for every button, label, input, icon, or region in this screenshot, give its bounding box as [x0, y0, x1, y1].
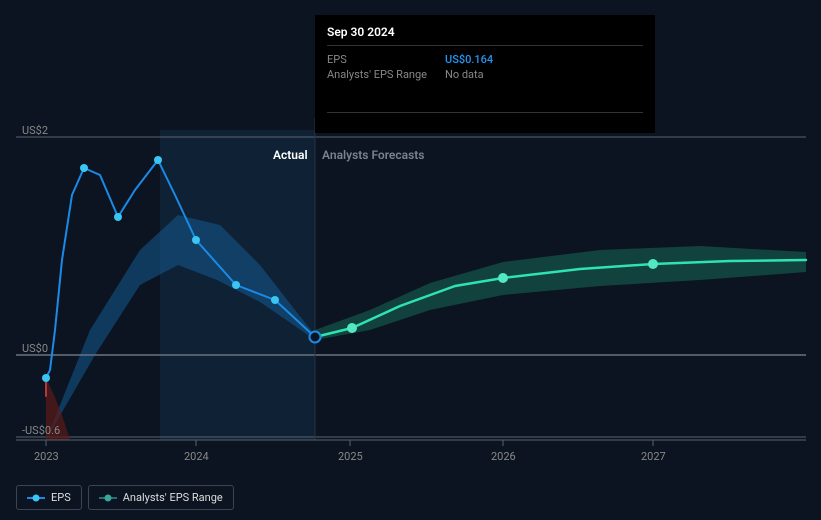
- x-tick-label: 2026: [491, 450, 516, 463]
- legend: EPS Analysts' EPS Range: [16, 485, 234, 510]
- legend-swatch-icon: [27, 493, 45, 503]
- legend-item-analysts-range[interactable]: Analysts' EPS Range: [88, 485, 234, 510]
- forecast-label: Analysts Forecasts: [322, 148, 424, 162]
- x-tick-label: 2024: [184, 450, 209, 463]
- tooltip-row-label: EPS: [327, 53, 445, 66]
- y-tick-label: -US$0.6: [22, 424, 60, 437]
- legend-item-eps[interactable]: EPS: [16, 485, 82, 510]
- x-tick-label: 2025: [338, 450, 363, 463]
- legend-swatch-icon: [99, 493, 117, 503]
- y-tick-label: US$2: [22, 124, 48, 137]
- tooltip: Sep 30 2024 EPS US$0.164 Analysts' EPS R…: [315, 15, 655, 133]
- x-tick-label: 2027: [641, 450, 666, 463]
- legend-item-label: EPS: [51, 491, 71, 504]
- tooltip-date: Sep 30 2024: [327, 25, 643, 39]
- tooltip-row-value: No data: [445, 68, 484, 81]
- tooltip-row-value: US$0.164: [445, 53, 493, 66]
- legend-item-label: Analysts' EPS Range: [123, 491, 223, 504]
- tooltip-row: EPS US$0.164: [327, 52, 643, 67]
- actual-label: Actual: [273, 148, 308, 162]
- eps-chart: US$2 US$0 -US$0.6 2023 2024 2025 2026 20…: [0, 0, 821, 520]
- tooltip-row-label: Analysts' EPS Range: [327, 68, 445, 81]
- y-tick-label: US$0: [22, 342, 48, 355]
- x-tick-label: 2023: [34, 450, 59, 463]
- tooltip-row: Analysts' EPS Range No data: [327, 67, 643, 82]
